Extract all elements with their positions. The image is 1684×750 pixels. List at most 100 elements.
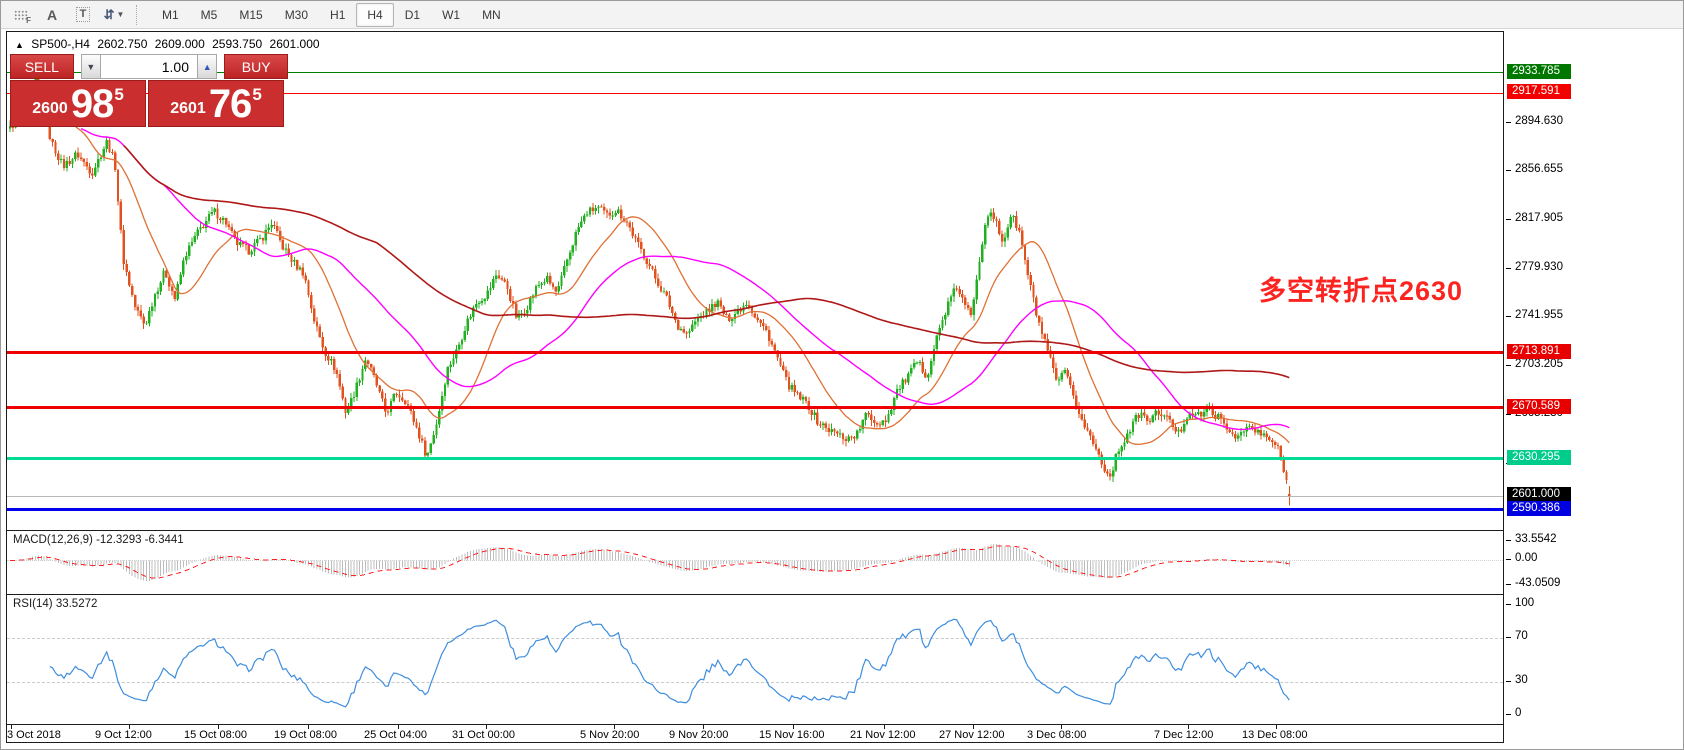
rsi-tick-mark <box>1506 604 1511 605</box>
time-tick-mark <box>884 725 885 729</box>
volume-input[interactable] <box>101 54 197 79</box>
time-tick-mark <box>11 725 12 729</box>
price-badge-2933.785: 2933.785 <box>1507 63 1571 79</box>
time-tick-mark <box>973 725 974 729</box>
buy-price-prefix: 2601 <box>170 100 206 117</box>
rsi-tick-mark <box>1506 681 1511 682</box>
rsi-tick-mark <box>1506 714 1511 715</box>
timeframe-button-m15[interactable]: M15 <box>239 7 263 22</box>
ma-medium-line <box>80 128 1290 431</box>
rsi-label: RSI(14) 33.5272 <box>13 598 98 610</box>
price-tick-mark <box>1506 169 1511 171</box>
time-label: 19 Oct 08:00 <box>274 729 337 741</box>
rsi-tick-label: 100 <box>1515 597 1535 609</box>
timeframe-button-m1[interactable]: M1 <box>162 7 179 22</box>
hline-2933.785[interactable] <box>7 72 1503 74</box>
sell-price-sup: 5 <box>114 85 124 104</box>
time-label: 25 Oct 04:00 <box>364 729 427 741</box>
timeframe-button-d1[interactable]: D1 <box>404 7 421 22</box>
hline-2601.000[interactable] <box>7 495 1503 497</box>
letter-t-glyph: T <box>75 7 91 22</box>
price-badge-2590.386: 2590.386 <box>1507 500 1571 516</box>
macd-tick-mark <box>1506 559 1511 561</box>
hline-2713.891[interactable] <box>7 351 1503 354</box>
price-tick-label: 2817.905 <box>1515 212 1563 225</box>
grid-dots-glyph <box>14 9 28 20</box>
time-tick-mark <box>1276 725 1277 729</box>
time-tick-mark <box>1061 725 1062 729</box>
timeframe-button-mn[interactable]: MN <box>482 7 501 22</box>
time-axis-line <box>7 724 1503 725</box>
time-tick-mark <box>793 725 794 729</box>
price-badge-2630.295: 2630.295 <box>1507 449 1571 465</box>
ma-slow-line <box>123 144 1290 379</box>
ohlc-open: 2602.750 <box>97 37 148 51</box>
sell-button[interactable]: SELL <box>10 54 74 79</box>
price-tick-label: 2779.930 <box>1515 260 1563 273</box>
macd-rsi-divider[interactable] <box>7 594 1503 595</box>
time-label: 13 Dec 08:00 <box>1242 729 1308 741</box>
time-axis[interactable]: 3 Oct 2018 9 Oct 12:00 15 Oct 08:00 19 Oct … <box>7 729 1503 743</box>
time-tick-mark <box>398 725 399 729</box>
macd-signal-line <box>10 545 1290 579</box>
price-tick-label: 2703.205 <box>1515 358 1563 371</box>
time-label: 15 Oct 08:00 <box>184 729 247 741</box>
time-label: 5 Nov 20:00 <box>580 729 640 741</box>
ohlc-high: 2609.000 <box>154 37 205 51</box>
buy-price-sup: 5 <box>252 85 262 104</box>
price-badge-2917.591: 2917.591 <box>1507 84 1571 100</box>
macd-tick-mark <box>1506 540 1511 541</box>
price-tick-mark <box>1506 365 1511 367</box>
time-label: 3 Oct 2018 <box>7 729 61 741</box>
trend-arrow-icon: ▲ <box>15 40 24 50</box>
macd-tick-label: -43.0509 <box>1515 577 1561 589</box>
chevron-down-icon: ▼ <box>116 10 125 19</box>
time-tick-mark <box>218 725 219 729</box>
hline-2630.295[interactable] <box>7 457 1503 461</box>
sell-price-display[interactable]: 2600 98 5 <box>10 80 146 127</box>
price-axis[interactable]: 2933.785 2917.591 2713.891 2670.589 2630.295… <box>1506 31 1682 743</box>
dotted-grid-f-icon[interactable]: F <box>7 4 35 26</box>
symbol-header: ▲ SP500-,H4 2602.750 2609.000 2593.750 2… <box>15 37 324 51</box>
rsi-tick-label: 70 <box>1515 630 1528 642</box>
price-badge-2670.589: 2670.589 <box>1507 398 1571 414</box>
macd-tick-mark <box>1506 584 1511 585</box>
sell-price-prefix: 2600 <box>32 100 68 117</box>
buy-button[interactable]: BUY <box>224 54 288 79</box>
time-tick-mark <box>703 725 704 729</box>
price-tick-label: 2894.630 <box>1515 114 1563 127</box>
chart-annotation-text[interactable]: 多空转折点2630 <box>1259 276 1464 306</box>
text-label-a-icon[interactable]: A <box>38 4 66 26</box>
price-badge-2601.000: 2601.000 <box>1507 487 1571 503</box>
price-tick-mark <box>1506 219 1511 221</box>
price-tick-mark <box>1506 413 1511 415</box>
macd-tick-label: 33.5542 <box>1515 533 1557 545</box>
time-label: 7 Dec 12:00 <box>1154 729 1214 741</box>
chart-area[interactable]: ▲ SP500-,H4 2602.750 2609.000 2593.750 2… <box>6 31 1504 743</box>
toolbar: F A T ⇵ ▼ M1 M5 M15 M30 H1 H4 D1 W1 MN <box>1 1 1683 29</box>
ohlc-close: 2601.000 <box>269 37 320 51</box>
hline-2917.591[interactable] <box>7 92 1503 94</box>
volume-increase-button[interactable]: ▲ <box>197 54 218 79</box>
timeframe-button-m30[interactable]: M30 <box>284 7 309 22</box>
letter-a-glyph: A <box>46 6 58 23</box>
time-tick-mark <box>308 725 309 729</box>
sell-price-big: 98 <box>70 82 114 126</box>
text-box-t-icon[interactable]: T <box>69 4 97 26</box>
arrow-objects-icon[interactable]: ⇵ ▼ <box>100 4 128 26</box>
timeframe-button-h4[interactable]: H4 <box>356 2 394 27</box>
timeframe-button-w1[interactable]: W1 <box>442 7 461 22</box>
main-macd-divider[interactable] <box>7 530 1503 531</box>
time-label: 21 Nov 12:00 <box>850 729 916 741</box>
hline-2670.589[interactable] <box>7 406 1503 410</box>
volume-decrease-button[interactable]: ▼ <box>80 54 101 79</box>
hline-2590.386[interactable] <box>7 508 1503 512</box>
timeframe-button-h1[interactable]: H1 <box>330 7 346 22</box>
time-label: 31 Oct 00:00 <box>452 729 515 741</box>
buy-price-display[interactable]: 2601 76 5 <box>148 80 284 127</box>
price-chart-canvas[interactable] <box>7 32 1503 742</box>
macd-tick-label: 0.00 <box>1515 552 1538 565</box>
timeframe-button-m5[interactable]: M5 <box>200 7 218 22</box>
